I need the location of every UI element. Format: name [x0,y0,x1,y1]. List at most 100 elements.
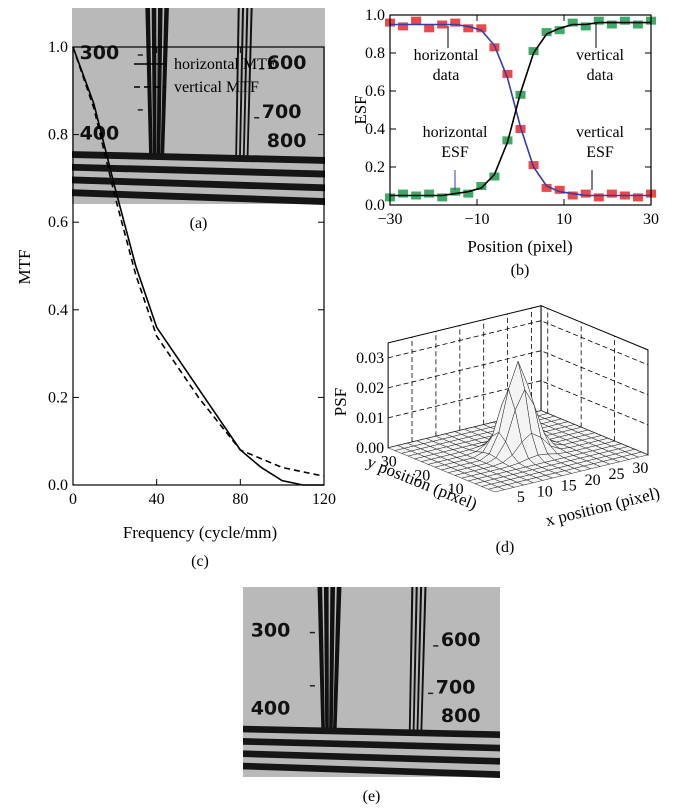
x-tick-label: 30 [643,211,659,228]
caption: (e) [363,788,381,805]
caption: (d) [496,539,515,556]
data-point [567,191,578,200]
data-point [476,24,487,33]
x-tick-label: 0 [69,491,77,508]
annotation: horizontal data [414,47,479,84]
caption: (b) [511,262,530,279]
chart-label: 300 [251,619,291,641]
x-tick-label: 30 [632,460,648,477]
stripe [235,8,240,161]
data-point [450,187,461,196]
y-tick-label: 0.8 [48,127,68,144]
stripe [408,587,414,736]
y-tick-label: 0.6 [48,214,68,231]
stripe [323,587,329,732]
caption: (c) [191,553,209,570]
stripe [420,587,427,736]
bar-stripe [243,738,500,752]
data-point [632,20,643,29]
x-tick-label: 80 [232,491,248,508]
data-point [554,185,565,194]
plot [72,46,325,486]
y-tick-label: 0.2 [365,159,385,176]
data-point [567,18,578,27]
z-axis-label: PSF [331,388,350,416]
data-point [463,24,474,33]
y-axis-label: ESF [351,95,370,124]
annotation: vertical data [576,47,625,84]
stripe [151,8,157,157]
data-point [411,16,422,25]
stripe [238,8,245,161]
x-tick-label: 5 [517,489,525,506]
stripe [246,8,253,161]
y-tick-label: 0.4 [48,302,68,319]
bar-stripe [72,163,325,178]
x-axis-label: Frequency (cycle/mm) [123,523,277,542]
data-point [593,193,604,202]
data-point [476,182,487,190]
chart-label: 800 [441,705,481,727]
bar-stripe [72,151,325,164]
chart-label: 700 [436,676,476,698]
axes-frame [72,46,325,486]
bar-stripe [72,189,325,205]
data-point [632,193,643,202]
legend-label: horizontal MTF [174,56,276,73]
bar-stripe [243,750,500,765]
z-tick-label: 0.03 [356,350,384,367]
bar-stripe [243,762,500,778]
data-point [606,20,617,29]
bar-stripe [72,176,325,192]
data-point [606,189,617,198]
y-tick-label: 30 [381,454,397,471]
data-point [502,69,513,78]
x-tick-label: −10 [464,211,489,228]
annotation: horizontal ESF [423,124,488,161]
stripe [156,8,163,157]
data-point [528,47,539,56]
stripe [332,587,342,732]
y-tick-label: 0.0 [365,197,385,214]
stripe [416,587,423,736]
x-axis-label: Position (pixel) [467,237,572,256]
caption: (a) [190,215,208,232]
chart-label: 700 [262,101,302,123]
z-tick-label: 0.00 [356,440,384,457]
y-tick-label: 0.6 [365,83,385,100]
chart-label: 600 [441,629,481,651]
data-point [580,22,591,31]
data-point [619,16,630,25]
plot [385,16,656,202]
grid-line [388,380,649,426]
y-tick-label: 0.8 [365,45,385,62]
chart-label: 400 [251,697,291,719]
data-point [489,172,500,181]
x-tick-label: 10 [537,483,553,500]
chart-label: 300 [80,42,120,64]
line [72,46,325,478]
stripe [317,587,325,732]
bar-stripe [243,725,500,739]
stripe [412,587,418,736]
axes-frame [389,14,652,206]
legend-label: vertical MTF [174,79,259,96]
x-tick-label: 25 [609,466,625,483]
x-tick-label: 10 [556,211,572,228]
data-point [463,189,474,198]
y-tick-label: 10 [448,481,464,498]
z-tick-label: 0.01 [356,410,384,427]
line [72,46,324,486]
x-tick-label: −30 [377,211,402,228]
chart-label: 800 [267,130,307,152]
y-tick-label: 0.4 [365,121,385,138]
grid-line [388,320,649,366]
data-point [593,16,604,25]
data-point [424,24,435,33]
x-tick-label: 120 [312,491,336,508]
y-tick-label: 20 [414,467,430,484]
y-tick-label: 0.2 [48,389,68,406]
data-point [554,26,565,35]
